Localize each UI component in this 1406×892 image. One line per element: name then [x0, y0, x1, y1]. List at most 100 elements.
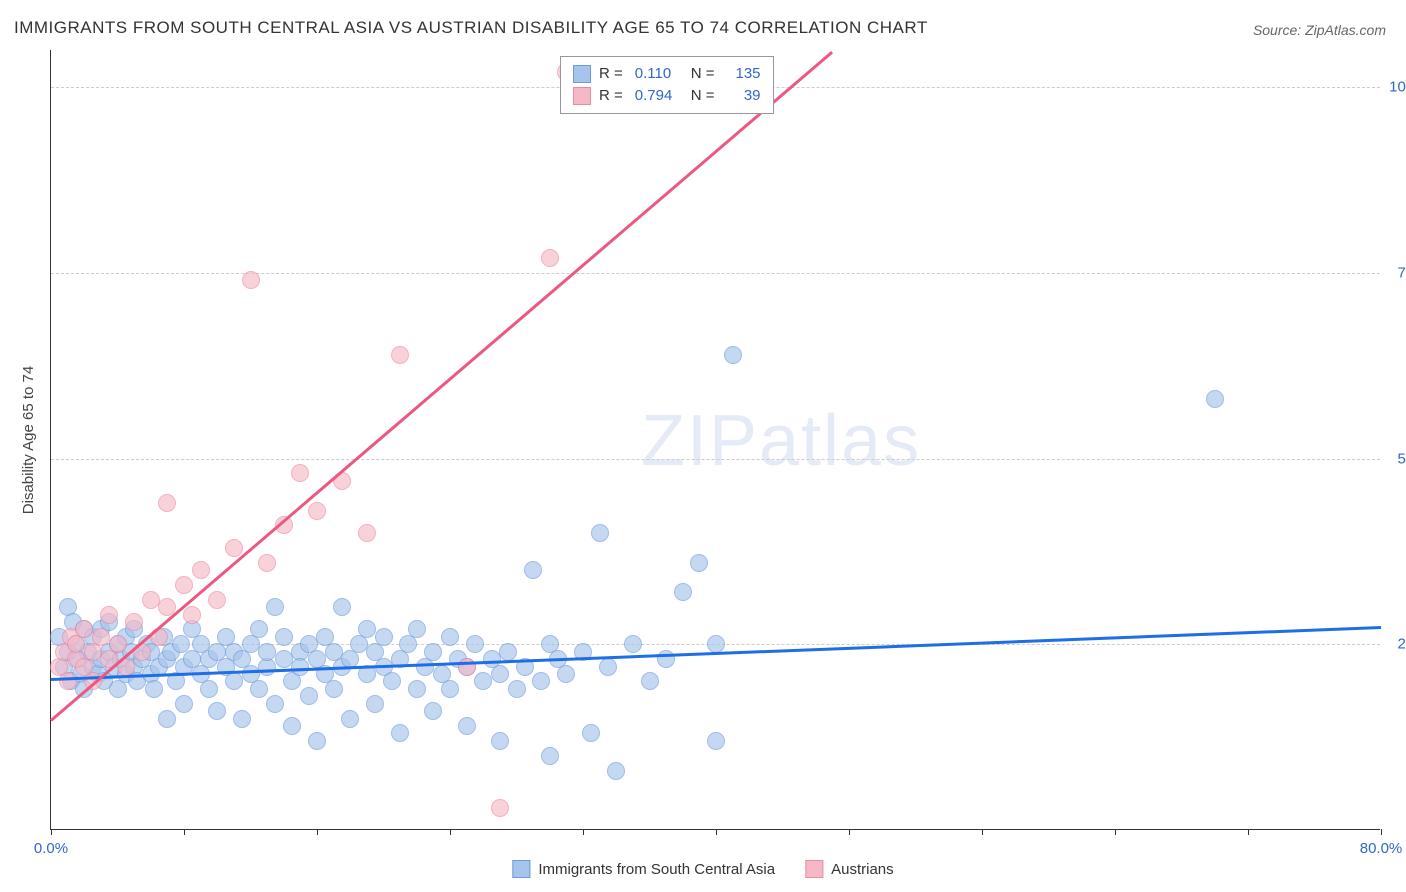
- x-tick-mark: [1115, 829, 1116, 835]
- y-axis-label: Disability Age 65 to 74: [20, 366, 37, 514]
- legend-item: Austrians: [805, 860, 894, 878]
- data-point: [391, 724, 409, 742]
- data-point: [233, 710, 251, 728]
- data-point: [424, 643, 442, 661]
- legend-r-value: 0.794: [635, 85, 683, 107]
- data-point: [333, 598, 351, 616]
- data-point: [557, 665, 575, 683]
- data-point: [308, 732, 326, 750]
- legend-swatch: [573, 87, 591, 105]
- y-tick-label: 25.0%: [1397, 636, 1406, 653]
- data-point: [225, 672, 243, 690]
- data-point: [707, 635, 725, 653]
- data-point: [109, 635, 127, 653]
- legend-n-value: 39: [727, 85, 761, 107]
- data-point: [283, 717, 301, 735]
- data-point: [158, 710, 176, 728]
- data-point: [458, 717, 476, 735]
- data-point: [358, 524, 376, 542]
- chart-title: IMMIGRANTS FROM SOUTH CENTRAL ASIA VS AU…: [14, 18, 928, 38]
- data-point: [266, 695, 284, 713]
- data-point: [532, 672, 550, 690]
- data-point: [291, 658, 309, 676]
- legend-n-label: N =: [691, 85, 715, 107]
- data-point: [724, 346, 742, 364]
- data-point: [125, 613, 143, 631]
- x-tick-label: 80.0%: [1360, 840, 1403, 857]
- data-point: [200, 680, 218, 698]
- legend-label: Immigrants from South Central Asia: [538, 861, 775, 878]
- chart-container: IMMIGRANTS FROM SOUTH CENTRAL ASIA VS AU…: [0, 0, 1406, 892]
- data-point: [408, 620, 426, 638]
- data-point: [175, 576, 193, 594]
- x-tick-mark: [583, 829, 584, 835]
- data-point: [183, 606, 201, 624]
- legend-n-label: N =: [691, 63, 715, 85]
- data-point: [142, 591, 160, 609]
- data-point: [75, 620, 93, 638]
- data-point: [508, 680, 526, 698]
- x-tick-mark: [450, 829, 451, 835]
- legend-swatch: [573, 65, 591, 83]
- data-point: [266, 598, 284, 616]
- data-point: [383, 672, 401, 690]
- data-point: [690, 554, 708, 572]
- x-tick-label: 0.0%: [34, 840, 68, 857]
- data-point: [291, 464, 309, 482]
- y-tick-label: 100.0%: [1389, 79, 1406, 96]
- y-tick-label: 50.0%: [1397, 450, 1406, 467]
- data-point: [375, 628, 393, 646]
- x-tick-mark: [51, 829, 52, 835]
- data-point: [175, 695, 193, 713]
- legend-item: Immigrants from South Central Asia: [512, 860, 775, 878]
- x-tick-mark: [1248, 829, 1249, 835]
- data-point: [258, 643, 276, 661]
- data-point: [59, 672, 77, 690]
- data-point: [466, 635, 484, 653]
- data-point: [250, 680, 268, 698]
- data-point: [641, 672, 659, 690]
- data-point: [100, 606, 118, 624]
- data-point: [192, 561, 210, 579]
- legend-label: Austrians: [831, 861, 894, 878]
- x-tick-mark: [317, 829, 318, 835]
- watermark: ZIPatlas: [641, 400, 921, 482]
- watermark-text: ZIPatlas: [641, 401, 921, 481]
- data-point: [358, 620, 376, 638]
- legend-swatch: [512, 860, 530, 878]
- y-tick-label: 75.0%: [1397, 264, 1406, 281]
- data-point: [424, 702, 442, 720]
- data-point: [441, 628, 459, 646]
- legend-row: R =0.110N =135: [573, 63, 761, 85]
- gridline: [51, 459, 1380, 460]
- data-point: [591, 524, 609, 542]
- data-point: [541, 747, 559, 765]
- data-point: [599, 658, 617, 676]
- x-tick-mark: [982, 829, 983, 835]
- data-point: [674, 583, 692, 601]
- data-point: [408, 680, 426, 698]
- data-point: [499, 643, 517, 661]
- data-point: [582, 724, 600, 742]
- data-point: [208, 591, 226, 609]
- data-point: [300, 687, 318, 705]
- legend-r-label: R =: [599, 63, 623, 85]
- data-point: [308, 502, 326, 520]
- data-point: [92, 628, 110, 646]
- plot-area: ZIPatlas 25.0%50.0%75.0%100.0%0.0%80.0%: [50, 50, 1380, 830]
- source-attribution: Source: ZipAtlas.com: [1253, 22, 1386, 38]
- x-tick-mark: [716, 829, 717, 835]
- data-point: [491, 732, 509, 750]
- data-point: [441, 680, 459, 698]
- legend-r-label: R =: [599, 85, 623, 107]
- data-point: [275, 650, 293, 668]
- legend-n-value: 135: [727, 63, 761, 85]
- data-point: [491, 665, 509, 683]
- data-point: [275, 628, 293, 646]
- data-point: [208, 702, 226, 720]
- x-tick-mark: [1381, 829, 1382, 835]
- data-point: [158, 494, 176, 512]
- data-point: [341, 710, 359, 728]
- data-point: [624, 635, 642, 653]
- data-point: [145, 680, 163, 698]
